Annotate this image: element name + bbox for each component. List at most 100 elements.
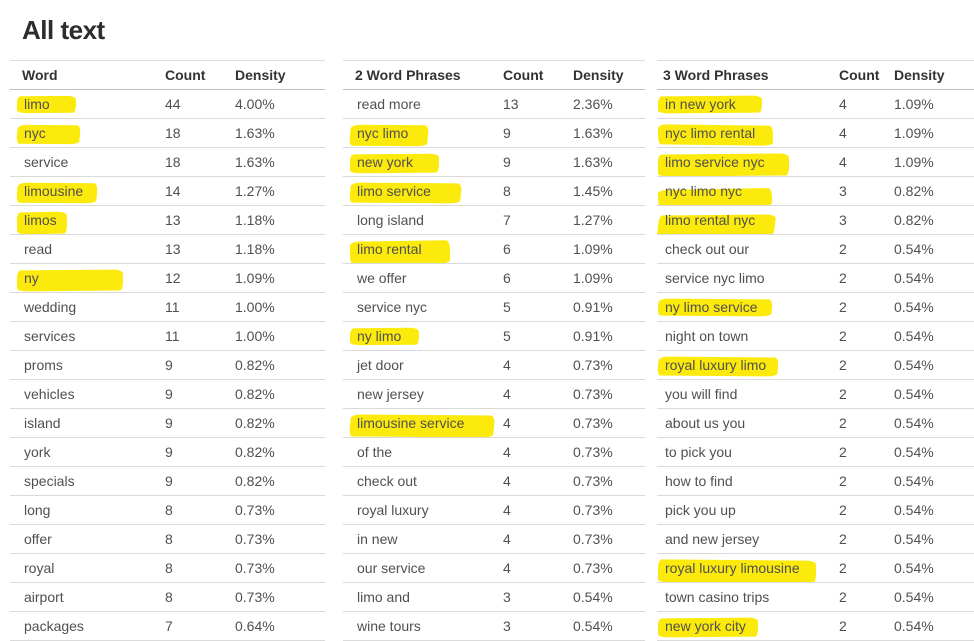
phrase-cell: limo rental bbox=[343, 234, 503, 264]
table-row: check out 4 0.73% bbox=[343, 466, 645, 496]
column-header-density: Density bbox=[235, 60, 325, 90]
phrase-cell: service nyc bbox=[343, 292, 503, 322]
density-value: 0.54% bbox=[894, 321, 974, 351]
table-row: new jersey 4 0.73% bbox=[343, 379, 645, 409]
page-title: All text bbox=[22, 15, 105, 45]
density-value: 1.27% bbox=[235, 176, 325, 206]
density-value: 0.82% bbox=[235, 379, 325, 409]
density-value: 1.63% bbox=[573, 147, 645, 177]
phrase-text: new york bbox=[357, 154, 414, 170]
table-row: our service 4 0.73% bbox=[343, 553, 645, 583]
phrase-text: read bbox=[24, 241, 53, 257]
phrase-cell: packages bbox=[10, 611, 165, 641]
density-value: 0.54% bbox=[894, 379, 974, 409]
phrase-text: long bbox=[24, 502, 51, 518]
phrase-text: limo service nyc bbox=[665, 154, 765, 170]
table-row: nyc 18 1.63% bbox=[10, 118, 325, 148]
density-value: 0.73% bbox=[235, 582, 325, 612]
phrase-cell: about us you bbox=[657, 408, 839, 438]
phrase-cell: our service bbox=[343, 553, 503, 583]
table-row: limo and 3 0.54% bbox=[343, 582, 645, 612]
table-row: town casino trips 2 0.54% bbox=[657, 582, 974, 612]
count-value: 2 bbox=[839, 437, 894, 467]
count-value: 4 bbox=[839, 89, 894, 119]
phrase-cell: services bbox=[10, 321, 165, 351]
phrase-text: new jersey bbox=[357, 386, 424, 402]
density-value: 1.09% bbox=[573, 234, 645, 264]
count-value: 9 bbox=[165, 379, 235, 409]
count-value: 9 bbox=[165, 466, 235, 496]
phrase-text: ny limo bbox=[357, 328, 402, 344]
density-value: 0.64% bbox=[235, 611, 325, 641]
phrase-text: read more bbox=[357, 96, 421, 112]
table-row: limo service 8 1.45% bbox=[343, 176, 645, 206]
density-value: 0.73% bbox=[573, 379, 645, 409]
count-value: 13 bbox=[165, 205, 235, 235]
phrase-cell: check out bbox=[343, 466, 503, 496]
count-value: 4 bbox=[503, 350, 573, 380]
table-row: limo rental nyc 3 0.82% bbox=[657, 205, 974, 235]
count-value: 9 bbox=[165, 437, 235, 467]
phrase-cell: limo rental nyc bbox=[657, 205, 839, 235]
density-value: 0.82% bbox=[894, 205, 974, 235]
phrase-cell: royal bbox=[10, 553, 165, 583]
phrase-text: royal luxury limo bbox=[665, 357, 767, 373]
phrase-text: new york city bbox=[665, 618, 746, 634]
count-value: 4 bbox=[503, 379, 573, 409]
phrase-cell: new jersey bbox=[343, 379, 503, 409]
phrase-cell: limousine bbox=[10, 176, 165, 206]
table-row: long 8 0.73% bbox=[10, 495, 325, 525]
phrase-text: limo bbox=[24, 96, 50, 112]
count-value: 18 bbox=[165, 118, 235, 148]
phrase-cell: royal luxury bbox=[343, 495, 503, 525]
phrase-text: royal luxury bbox=[357, 502, 429, 518]
table-row: nyc limo nyc 3 0.82% bbox=[657, 176, 974, 206]
phrase-cell: airport bbox=[10, 582, 165, 612]
phrase-cell: to pick you bbox=[657, 437, 839, 467]
density-value: 0.73% bbox=[573, 350, 645, 380]
density-value: 1.00% bbox=[235, 321, 325, 351]
count-value: 2 bbox=[839, 321, 894, 351]
phrase-text: jet door bbox=[357, 357, 404, 373]
count-value: 14 bbox=[165, 176, 235, 206]
phrase-text: in new york bbox=[665, 96, 736, 112]
table-row: about us you 2 0.54% bbox=[657, 408, 974, 438]
phrase-text: long island bbox=[357, 212, 424, 228]
count-value: 12 bbox=[165, 263, 235, 293]
phrase-table: Word Count Density limo 44 4.00% nyc 18 … bbox=[10, 60, 325, 641]
phrase-text: nyc limo nyc bbox=[665, 183, 743, 199]
density-value: 0.82% bbox=[235, 437, 325, 467]
header-row: 2 Word Phrases Count Density bbox=[343, 60, 645, 90]
count-value: 3 bbox=[503, 582, 573, 612]
table-row: proms 9 0.82% bbox=[10, 350, 325, 380]
phrase-cell: night on town bbox=[657, 321, 839, 351]
table-row: royal 8 0.73% bbox=[10, 553, 325, 583]
phrase-cell: long island bbox=[343, 205, 503, 235]
header-row: Word Count Density bbox=[10, 60, 325, 90]
count-value: 2 bbox=[839, 466, 894, 496]
phrase-cell: specials bbox=[10, 466, 165, 496]
phrase-text: service nyc limo bbox=[665, 270, 765, 286]
phrase-text: limousine bbox=[24, 183, 84, 199]
phrase-text: to pick you bbox=[665, 444, 732, 460]
table-row: you will find 2 0.54% bbox=[657, 379, 974, 409]
density-value: 1.00% bbox=[235, 292, 325, 322]
density-value: 1.18% bbox=[235, 234, 325, 264]
phrase-cell: island bbox=[10, 408, 165, 438]
phrase-text: you will find bbox=[665, 386, 738, 402]
phrase-cell: limos bbox=[10, 205, 165, 235]
density-value: 0.73% bbox=[573, 437, 645, 467]
column-header-density: Density bbox=[894, 60, 974, 90]
phrase-text: limo and bbox=[357, 589, 410, 605]
phrase-text: services bbox=[24, 328, 76, 344]
table-row: in new 4 0.73% bbox=[343, 524, 645, 554]
phrase-text: nyc bbox=[24, 125, 46, 141]
phrase-cell: ny limo service bbox=[657, 292, 839, 322]
count-value: 13 bbox=[165, 234, 235, 264]
phrase-text: royal luxury limousine bbox=[665, 560, 800, 576]
count-value: 4 bbox=[503, 495, 573, 525]
density-value: 0.73% bbox=[573, 495, 645, 525]
count-value: 13 bbox=[503, 89, 573, 119]
table-row: wine tours 3 0.54% bbox=[343, 611, 645, 641]
phrase-cell: limo and bbox=[343, 582, 503, 612]
